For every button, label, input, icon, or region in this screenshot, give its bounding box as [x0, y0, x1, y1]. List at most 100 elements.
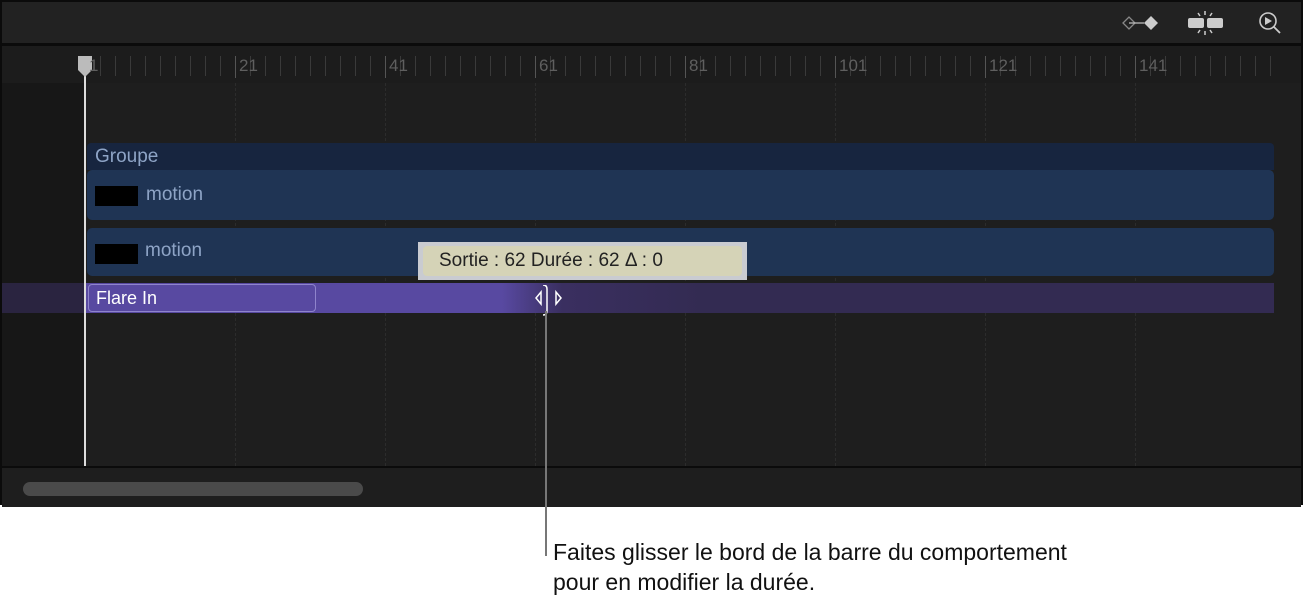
left-gutter — [2, 83, 84, 466]
ruler-tick — [370, 56, 371, 76]
ruler-tick — [745, 56, 746, 76]
playhead-marker-icon[interactable] — [76, 54, 94, 78]
ruler-tick — [505, 56, 506, 76]
ruler-tick — [1045, 56, 1046, 76]
ruler-tick — [1240, 56, 1241, 76]
ruler-tick — [115, 56, 116, 76]
ruler-tick — [1000, 56, 1001, 76]
ruler-tick — [670, 56, 671, 76]
snap-icon[interactable] — [1184, 10, 1228, 36]
ruler-tick — [700, 56, 701, 76]
ruler-tick — [385, 56, 386, 78]
ruler-tick — [895, 56, 896, 76]
ruler-tick — [760, 56, 761, 76]
ruler-tick — [640, 56, 641, 76]
duration-tooltip: Sortie : 62 Durée : 62 Δ : 0 — [418, 242, 747, 280]
horizontal-scrollbar[interactable] — [23, 482, 363, 496]
ruler-tick — [265, 56, 266, 76]
ruler-tick — [160, 56, 161, 76]
layer-thumbnail — [95, 244, 138, 264]
ruler-tick — [220, 56, 221, 76]
ruler-tick — [1165, 56, 1166, 76]
ruler-tick — [100, 56, 101, 76]
layer-label: motion — [146, 184, 204, 205]
tooltip-text: Sortie : 62 Durée : 62 Δ : 0 — [423, 246, 742, 276]
ruler-tick — [835, 56, 836, 78]
ruler-tick — [565, 56, 566, 76]
ruler-tick — [685, 56, 686, 78]
ruler-tick — [1135, 56, 1136, 78]
ruler-label: 41 — [389, 56, 408, 75]
toolbar — [2, 2, 1301, 46]
callout-text: Faites glisser le bord de la barre du co… — [553, 537, 1067, 597]
ruler-tick — [865, 56, 866, 76]
ruler-tick — [445, 56, 446, 76]
ruler-tick — [310, 56, 311, 76]
ruler-tick — [460, 56, 461, 76]
ruler-tick — [580, 56, 581, 76]
ruler-tick — [490, 56, 491, 76]
ruler-tick — [355, 56, 356, 76]
ruler-label: 21 — [239, 56, 258, 75]
ruler-tick — [145, 56, 146, 76]
ruler-tick — [280, 56, 281, 76]
ruler-tick — [325, 56, 326, 76]
ruler-tick — [415, 56, 416, 76]
ruler-tick — [970, 56, 971, 76]
ruler-tick — [925, 56, 926, 76]
ruler-tick — [775, 56, 776, 76]
ruler-tick — [715, 56, 716, 76]
ruler-tick — [1090, 56, 1091, 76]
layer-label: motion — [145, 240, 203, 261]
ruler-tick — [1105, 56, 1106, 76]
callout-line — [545, 311, 547, 556]
zoom-play-icon[interactable] — [1248, 10, 1292, 36]
ruler-tick — [550, 56, 551, 76]
scroll-area — [2, 466, 1301, 507]
ruler-tick — [730, 56, 731, 76]
callout-line-1: Faites glisser le bord de la barre du co… — [553, 539, 1067, 565]
ruler-tick — [475, 56, 476, 76]
ruler-tick — [130, 56, 131, 76]
ruler-label: 141 — [1139, 56, 1168, 75]
ruler-tick — [1150, 56, 1151, 76]
ruler-tick — [400, 56, 401, 76]
ruler-tick — [175, 56, 176, 76]
ruler-tick — [655, 56, 656, 76]
ruler-tick — [595, 56, 596, 76]
ruler-tick — [625, 56, 626, 76]
keyframe-diamond-icon[interactable] — [1114, 10, 1158, 36]
behavior-label-box[interactable]: Flare In — [88, 284, 316, 312]
ruler-label: 81 — [689, 56, 708, 75]
timeline-ruler[interactable] — [2, 46, 1301, 83]
ruler-tick — [1195, 56, 1196, 76]
ruler-tick — [250, 56, 251, 76]
ruler-tick — [190, 56, 191, 76]
ruler-tick — [1120, 56, 1121, 76]
ruler-label: 1 — [89, 56, 99, 75]
ruler-tick — [340, 56, 341, 76]
ruler-tick — [1180, 56, 1181, 76]
ruler-label: 101 — [839, 56, 868, 75]
group-bar[interactable]: Groupe — [87, 143, 1274, 170]
ruler-tick — [880, 56, 881, 76]
layer-bar[interactable]: motion — [87, 170, 1274, 220]
ruler-tick — [610, 56, 611, 76]
behavior-label: Flare In — [96, 288, 158, 308]
ruler-tick — [850, 56, 851, 76]
ruler-tick — [520, 56, 521, 76]
timeline-window: Groupe motion motion Flare In Sortie : 6… — [0, 0, 1303, 507]
ruler-label: 61 — [539, 56, 558, 75]
ruler-tick — [205, 56, 206, 76]
trim-handle[interactable] — [529, 285, 569, 317]
ruler-tick — [1225, 56, 1226, 76]
ruler-tick — [1270, 56, 1271, 76]
ruler-tick — [535, 56, 536, 78]
playhead[interactable] — [84, 56, 86, 466]
ruler-tick — [955, 56, 956, 76]
ruler-tick — [235, 56, 236, 78]
ruler-tick — [820, 56, 821, 76]
ruler-label: 121 — [989, 56, 1018, 75]
ruler-tick — [805, 56, 806, 76]
callout-line-2: pour en modifier la durée. — [553, 569, 816, 595]
